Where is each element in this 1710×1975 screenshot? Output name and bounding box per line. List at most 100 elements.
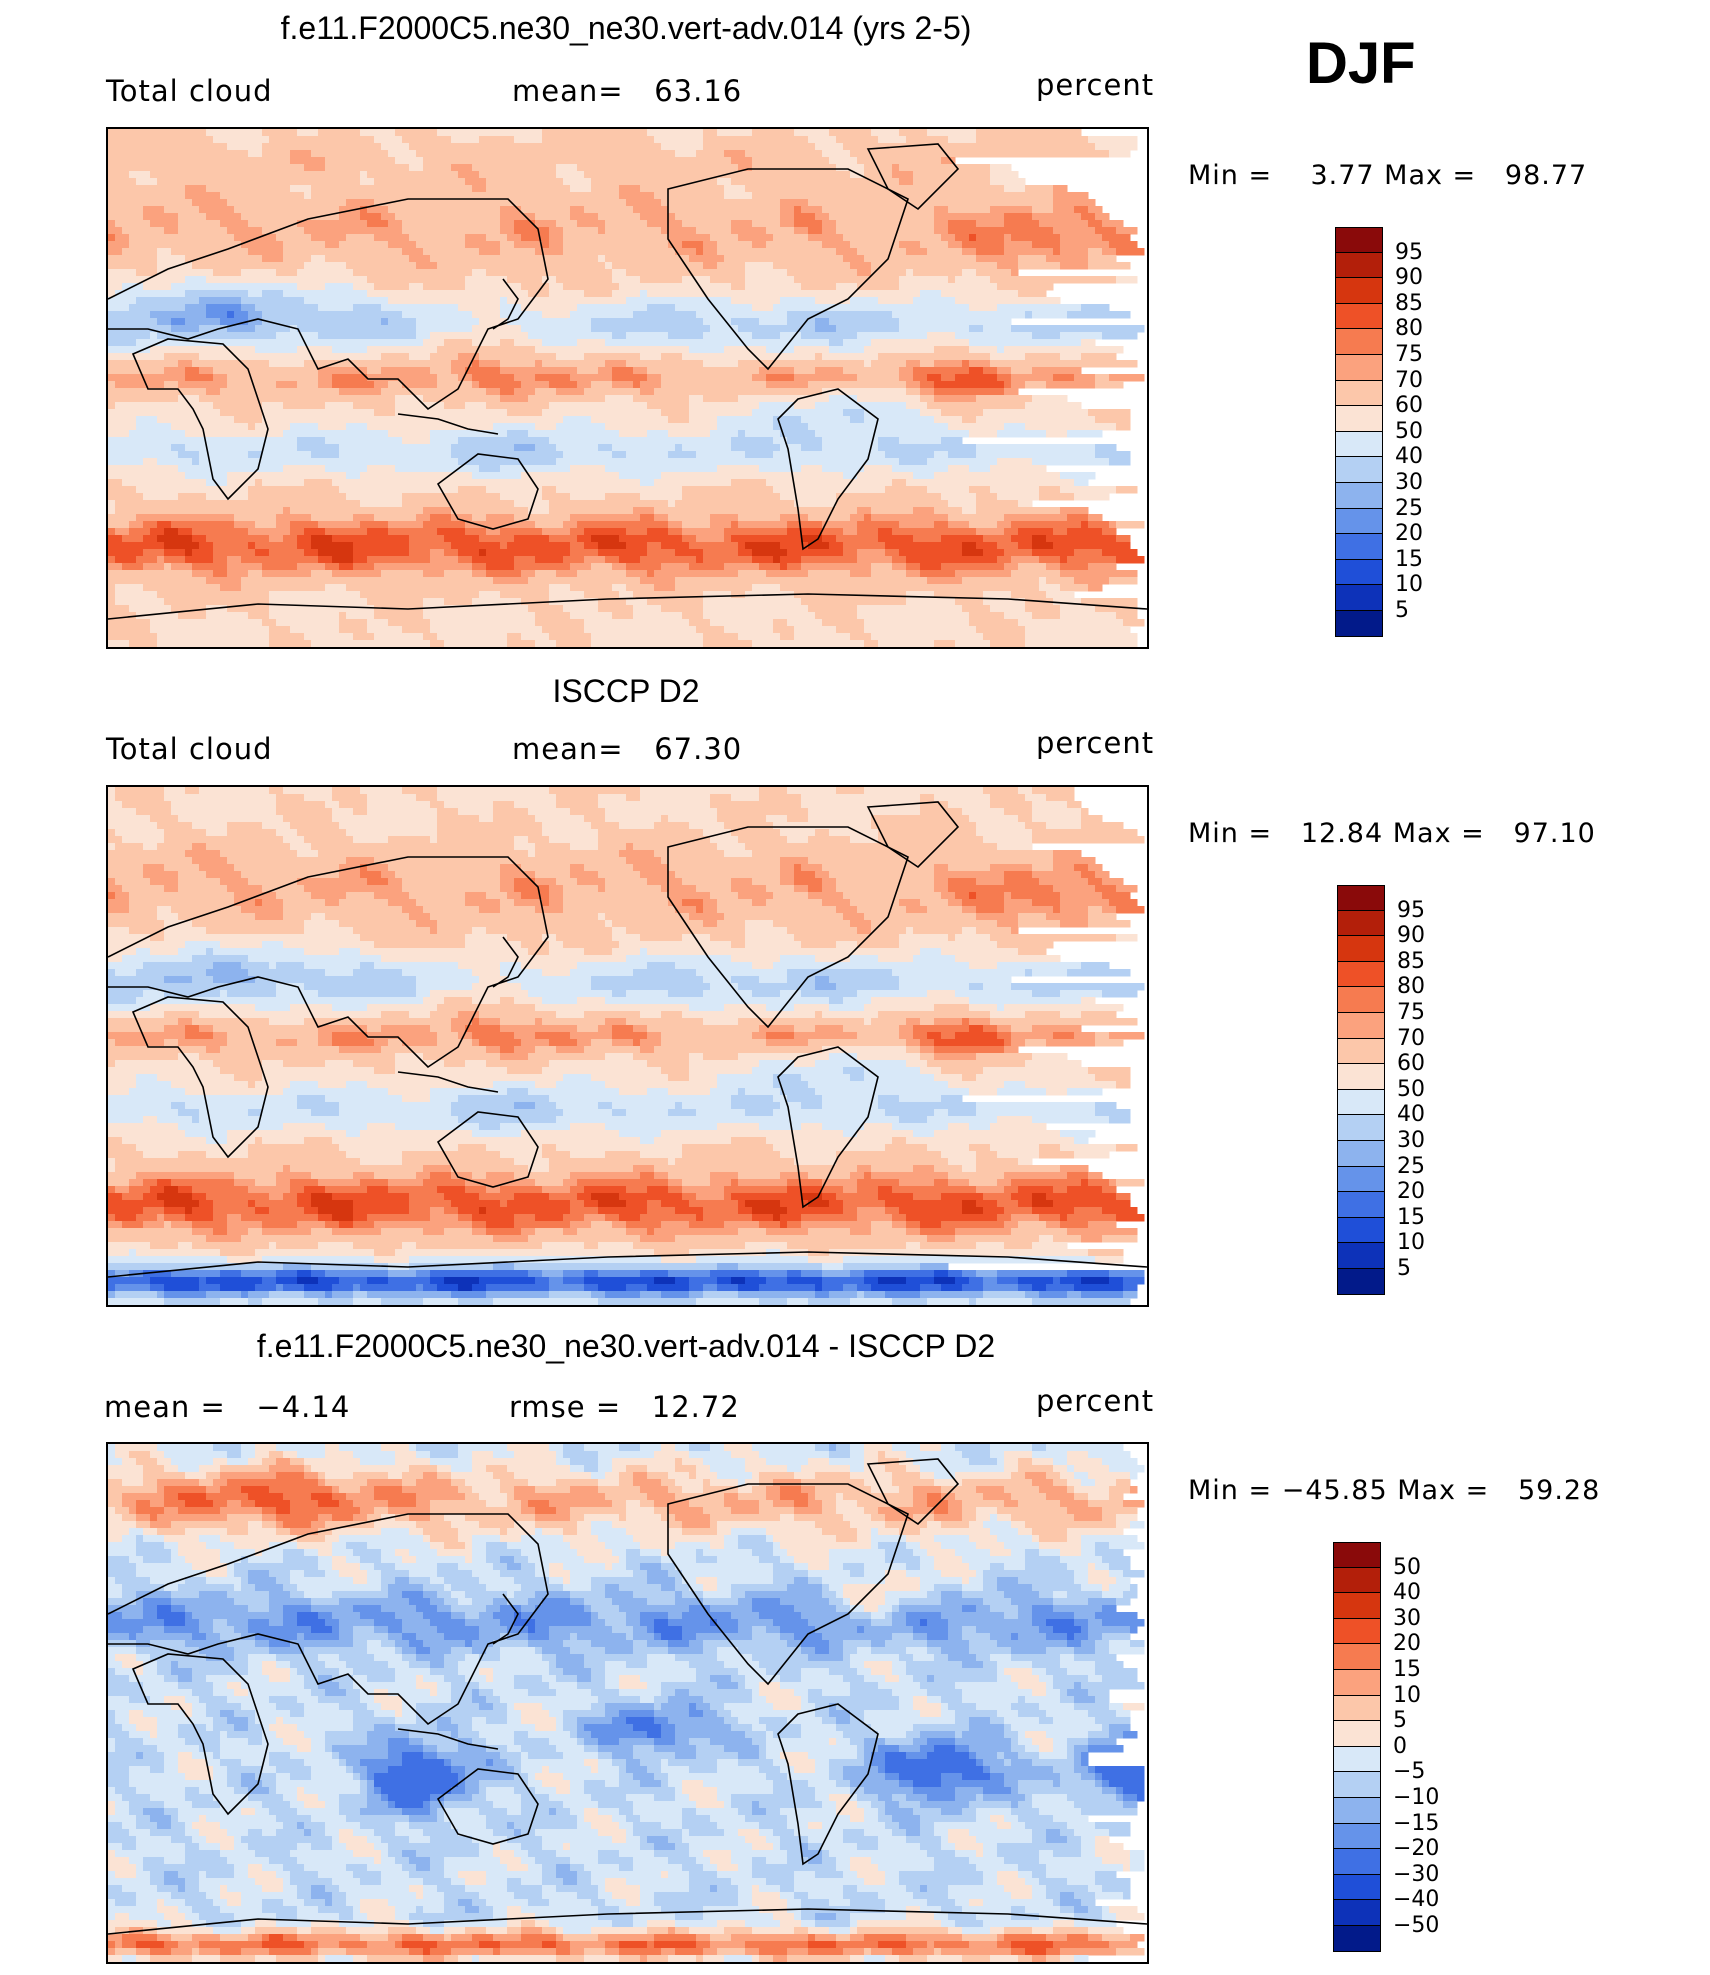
field-cell xyxy=(500,206,522,214)
field-cell xyxy=(731,283,746,291)
field-cell xyxy=(521,1549,578,1557)
field-cell xyxy=(836,164,865,172)
field-cell xyxy=(962,1479,1033,1487)
field-cell xyxy=(115,1214,137,1222)
field-cell xyxy=(584,626,697,634)
field-cell xyxy=(136,1144,249,1152)
field-cell xyxy=(108,493,144,501)
field-cell xyxy=(598,1535,634,1543)
field-cell xyxy=(577,381,592,389)
field-cell xyxy=(668,1472,690,1480)
field-cell xyxy=(262,1109,312,1117)
field-cell xyxy=(675,1158,795,1166)
field-cell xyxy=(829,1549,886,1557)
field-cell xyxy=(738,1535,767,1543)
field-cell xyxy=(262,150,291,158)
field-cell xyxy=(759,787,788,795)
field-cell xyxy=(997,1507,1068,1515)
field-cell xyxy=(710,934,746,942)
field-cell xyxy=(339,1486,361,1494)
field-cell xyxy=(997,1214,1012,1222)
field-cell xyxy=(185,1640,228,1648)
field-cell xyxy=(192,1221,228,1229)
field-cell xyxy=(815,829,830,837)
field-cell xyxy=(325,1291,333,1299)
field-cell xyxy=(871,1619,893,1627)
field-cell xyxy=(584,815,606,823)
field-cell xyxy=(640,276,683,284)
field-cell xyxy=(829,1291,858,1299)
field-cell xyxy=(738,164,753,172)
field-cell xyxy=(577,367,599,375)
field-cell xyxy=(661,1682,718,1690)
field-cell xyxy=(549,1626,613,1634)
field-cell xyxy=(682,1011,816,1019)
field-cell xyxy=(108,815,151,823)
field-cell xyxy=(969,1004,998,1012)
field-cell xyxy=(906,1214,998,1222)
field-cell xyxy=(682,934,711,942)
field-cell xyxy=(458,1528,501,1536)
field-cell xyxy=(584,1556,620,1564)
field-cell xyxy=(269,612,340,620)
field-cell xyxy=(1088,1598,1117,1606)
field-cell xyxy=(430,836,438,844)
colorbar-label: 70 xyxy=(1397,1025,1425,1051)
colorbar-swatch xyxy=(1336,278,1382,304)
field-cell xyxy=(1060,1689,1068,1697)
field-cell xyxy=(248,423,256,431)
field-cell xyxy=(108,388,207,396)
field-cell xyxy=(563,1724,578,1732)
field-cell xyxy=(486,388,501,396)
field-cell xyxy=(885,1144,928,1152)
field-cell xyxy=(605,255,690,263)
field-cell xyxy=(430,1577,445,1585)
field-cell xyxy=(143,535,158,543)
field-cell xyxy=(710,836,739,844)
field-cell xyxy=(668,1696,704,1704)
field-cell xyxy=(857,612,970,620)
field-cell xyxy=(430,1088,508,1096)
field-cell xyxy=(353,633,375,641)
field-cell xyxy=(276,1444,326,1452)
field-cell xyxy=(129,1731,151,1739)
field-cell xyxy=(423,1528,459,1536)
field-cell xyxy=(983,1584,998,1592)
field-cell xyxy=(402,381,438,389)
field-cell xyxy=(710,1479,739,1487)
field-cell xyxy=(248,1738,263,1746)
field-cell xyxy=(941,1570,977,1578)
field-cell xyxy=(262,1298,319,1305)
field-cell xyxy=(500,241,515,249)
field-cell xyxy=(857,1214,893,1222)
field-cell xyxy=(367,1647,396,1655)
field-cell xyxy=(213,1060,263,1068)
field-cell xyxy=(108,458,144,466)
field-cell xyxy=(388,206,501,214)
field-cell xyxy=(353,1284,361,1292)
field-cell xyxy=(185,472,228,480)
field-cell xyxy=(381,1011,410,1019)
field-cell xyxy=(290,1640,354,1648)
field-cell xyxy=(577,535,592,543)
field-cell xyxy=(108,990,144,998)
field-cell xyxy=(794,500,837,508)
field-cell xyxy=(486,570,522,578)
field-cell xyxy=(962,1633,991,1641)
field-cell xyxy=(262,1228,312,1236)
field-cell xyxy=(136,416,158,424)
field-cell xyxy=(1067,430,1103,438)
field-cell xyxy=(1102,1235,1138,1243)
field-cell xyxy=(906,1612,942,1620)
field-cell xyxy=(752,1207,788,1215)
field-cell xyxy=(304,1633,340,1641)
field-cell xyxy=(885,1598,900,1606)
field-cell xyxy=(276,1172,312,1180)
field-cell xyxy=(115,1060,214,1068)
field-cell xyxy=(1060,1500,1089,1508)
panel-1-title: f.e11.F2000C5.ne30_ne30.vert-adv.014 (yr… xyxy=(280,10,972,46)
field-cell xyxy=(962,577,1040,585)
field-cell xyxy=(416,1556,466,1564)
field-cell xyxy=(304,1018,452,1026)
field-cell xyxy=(395,1458,431,1466)
